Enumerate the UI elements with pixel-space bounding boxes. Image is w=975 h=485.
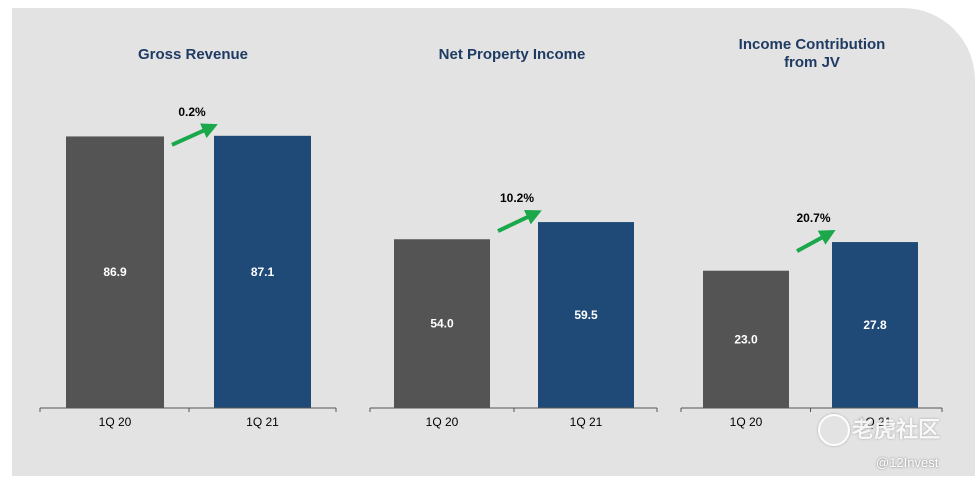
chart-title: Net Property Income [439,46,586,63]
growth-percent-label: 10.2% [500,191,534,205]
bar-1q20 [66,136,164,408]
chart-title-line: Income Contribution [739,36,886,53]
x-tick-label: 1Q 20 [730,415,763,429]
watermark-handle: @12Invest [876,455,939,470]
bar-1q20 [394,239,490,408]
growth-percent-label: 20.7% [796,211,830,225]
growth-arrow-icon [796,230,836,253]
watermark-brand: 老虎社区 [852,418,941,443]
bar-value-label: 54.0 [430,317,454,331]
growth-arrow-icon [171,123,218,147]
x-tick-label: 1Q 20 [99,415,132,429]
x-tick-label: 1Q 21 [859,415,892,429]
x-tick-label: 1Q 21 [246,415,279,429]
chart-title: Gross Revenue [138,46,248,63]
bar-1q20 [703,270,789,408]
bar-value-label: 27.8 [863,318,887,332]
bar-value-label: 86.9 [103,265,127,279]
tiger-logo-icon [818,414,850,446]
x-tick-label: 1Q 20 [426,415,459,429]
bar-1q21 [538,222,634,408]
growth-percent-label: 0.2% [178,105,206,119]
chart-title-line: from JV [784,54,840,71]
x-tick-label: 1Q 21 [570,415,603,429]
bar-value-label: 87.1 [251,265,275,279]
bar-value-label: 23.0 [734,332,758,346]
bar-value-label: 59.5 [574,308,598,322]
bar-1q21 [832,242,918,408]
growth-arrow-icon [497,209,542,233]
bar-1q21 [214,135,311,408]
